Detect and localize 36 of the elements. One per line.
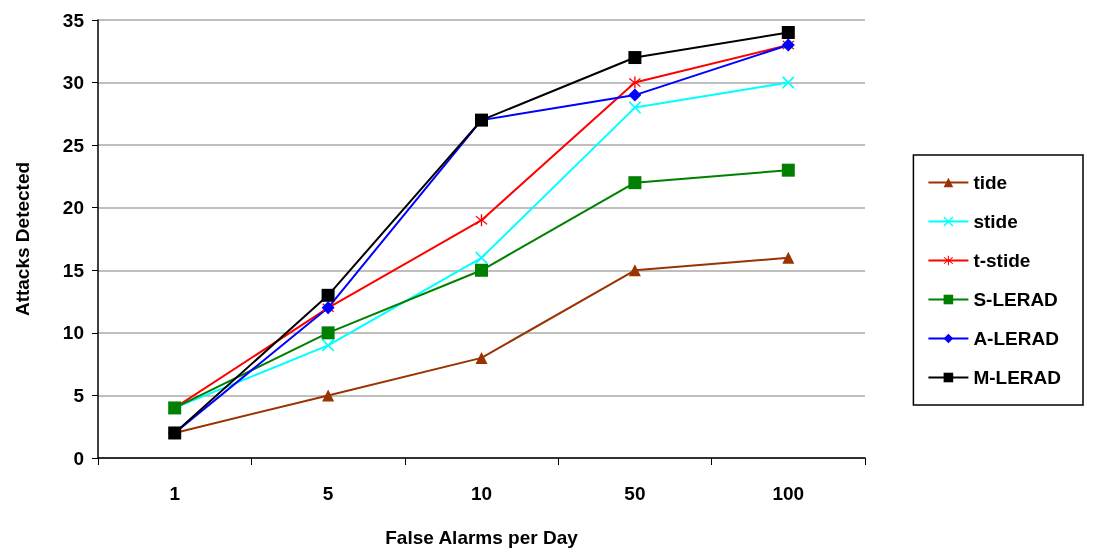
point (321, 288, 335, 302)
y-tick-label: 25 (62, 134, 85, 156)
point (781, 163, 795, 177)
legend-label: M-LERAD (973, 367, 1062, 388)
point (628, 88, 642, 102)
y-tick-label: 5 (73, 384, 85, 406)
legend-label: stide (973, 211, 1018, 232)
y-tick-label: 10 (62, 322, 84, 344)
point (628, 51, 642, 65)
x-tick-label: 100 (772, 483, 805, 504)
legend-label: t-stide (973, 250, 1031, 271)
point (321, 326, 335, 340)
point (781, 26, 795, 40)
x-axis-title: False Alarms per Day (385, 527, 579, 548)
point (322, 389, 335, 402)
y-tick-label: 15 (62, 259, 85, 281)
legend-label: S-LERAD (973, 289, 1058, 310)
y-axis-title: Attacks Detected (12, 161, 33, 317)
point (782, 251, 795, 264)
x-tick-label: 10 (470, 483, 493, 504)
legend-label: tide (973, 172, 1008, 193)
y-tick-label: 20 (62, 197, 84, 219)
point (782, 76, 795, 89)
point (628, 76, 641, 89)
y-tick-label: 30 (62, 72, 84, 94)
x-tick-label: 5 (322, 483, 334, 504)
point (628, 176, 642, 190)
y-tick-label: 0 (73, 447, 84, 469)
y-tick-label: 35 (62, 9, 85, 31)
point (475, 351, 488, 364)
point (475, 214, 488, 227)
x-tick-label: 50 (624, 483, 646, 504)
point (475, 263, 488, 277)
point (628, 264, 641, 277)
legend-label: A-LERAD (973, 328, 1059, 349)
x-tick-label: 1 (169, 483, 181, 504)
